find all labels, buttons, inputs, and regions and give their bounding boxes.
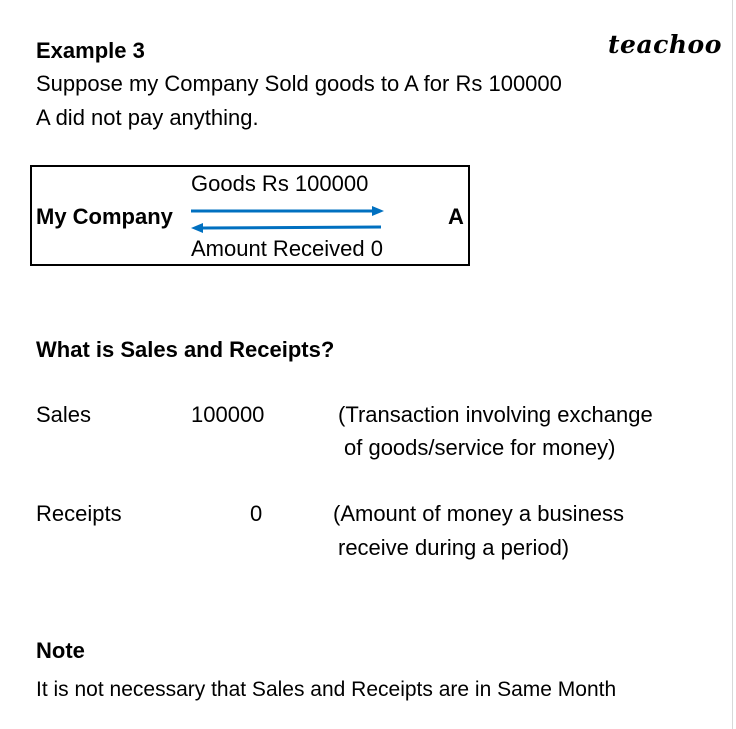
receipts-value: 0 — [250, 501, 263, 526]
goods-arrowhead-icon — [372, 206, 384, 216]
receipts-desc-1: (Amount of money a business — [333, 501, 625, 526]
sales-value: 100000 — [191, 402, 265, 427]
page-edge — [732, 0, 733, 729]
sales-desc-2: of goods/service for money) — [344, 435, 616, 460]
payment-arrowhead-icon — [191, 223, 203, 233]
intro-line-2: A did not pay anything. — [36, 105, 259, 130]
note-text: It is not necessary that Sales and Recei… — [36, 679, 616, 700]
question-heading: What is Sales and Receipts? — [36, 337, 335, 362]
intro-line-1: Suppose my Company Sold goods to A for R… — [36, 71, 562, 96]
sales-label: Sales — [36, 402, 92, 427]
transaction-diagram — [30, 165, 470, 266]
receipts-desc-2: receive during a period) — [338, 535, 570, 560]
goods-label: Goods Rs 100000 — [191, 171, 369, 196]
example-title: Example 3 — [36, 38, 145, 63]
teachoo-logo: teachoo — [608, 30, 722, 59]
note-text-end: Same Month — [497, 678, 617, 701]
note-title: Note — [36, 638, 85, 663]
my-company-label: My Company — [36, 204, 173, 229]
receipts-label: Receipts — [36, 501, 122, 526]
payment-arrow-left — [202, 225, 382, 230]
party-a-label: A — [448, 204, 464, 229]
note-text-main: It is not necessary that Sales and Recei… — [36, 678, 498, 701]
sales-desc-1: (Transaction involving exchange — [338, 402, 653, 427]
amount-received-label: Amount Received 0 — [191, 236, 383, 261]
